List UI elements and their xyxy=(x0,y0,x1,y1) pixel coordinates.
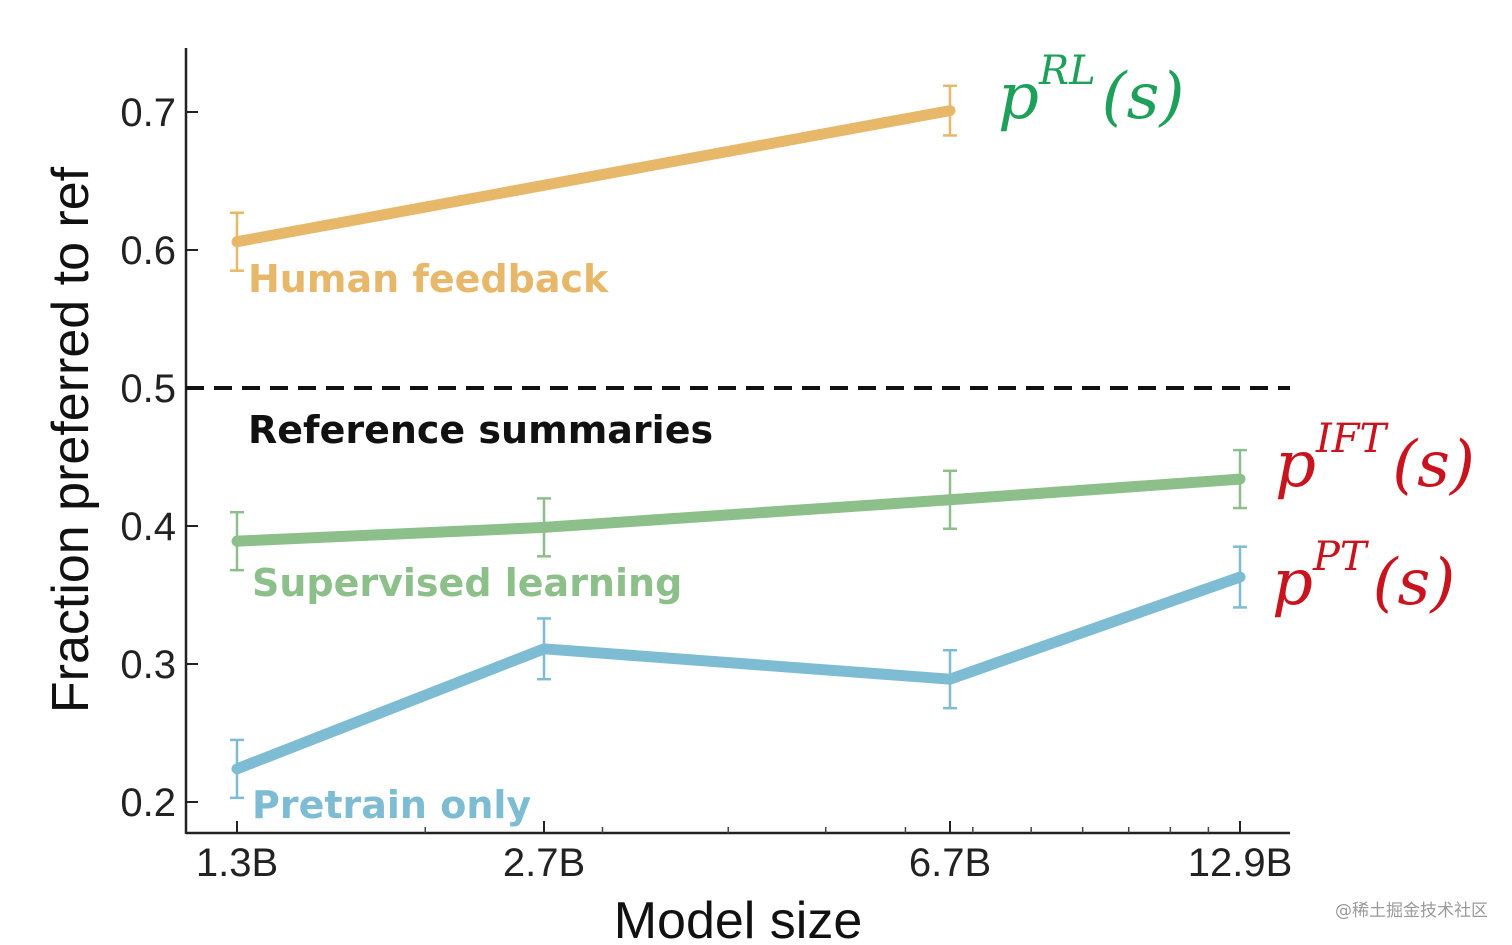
y-tick-label: 0.4 xyxy=(120,505,176,549)
series-line xyxy=(231,473,1246,547)
series-supervised-learning: Supervised learning pIFT(s) xyxy=(230,416,1475,605)
data-point xyxy=(234,765,240,772)
math-annotation: pIFT(s) xyxy=(1275,416,1475,502)
y-tick-label: 0.3 xyxy=(120,643,176,687)
watermark: @稀土掘金技术社区 xyxy=(1335,901,1488,921)
series-group: Human feedback pRL(s) Supervised learning p… xyxy=(230,48,1475,827)
series-line xyxy=(231,105,956,248)
y-tick-label: 0.6 xyxy=(120,229,176,273)
data-point xyxy=(947,676,953,683)
series-label: Pretrain only xyxy=(252,783,531,827)
x-axis-title: Model size xyxy=(614,892,863,945)
y-tick-label: 0.5 xyxy=(120,367,176,411)
math-annotation: pPT(s) xyxy=(1272,534,1455,620)
y-tick-label: 0.7 xyxy=(120,91,176,135)
y-tick-label: 0.2 xyxy=(120,781,176,825)
data-point xyxy=(541,645,547,652)
series-human-feedback: Human feedback pRL(s) xyxy=(230,48,1184,301)
series-pretrain-only: Pretrain only pPT(s) xyxy=(230,534,1455,827)
data-point xyxy=(541,524,547,531)
data-point xyxy=(1237,476,1243,483)
x-ticks: 1.3B 2.7B 6.7B 12.9B xyxy=(196,821,1292,885)
series-line xyxy=(231,571,1246,775)
reference-label: Reference summaries xyxy=(248,408,713,452)
series-label: Supervised learning xyxy=(252,561,682,605)
x-tick-label: 6.7B xyxy=(909,841,991,885)
x-minor-ticks xyxy=(424,827,1210,833)
math-annotation: pRL(s) xyxy=(998,48,1184,134)
axes xyxy=(184,48,1290,835)
x-tick-label: 12.9B xyxy=(1188,841,1293,885)
data-point xyxy=(947,107,953,114)
data-point xyxy=(1237,574,1243,581)
data-point xyxy=(234,238,240,245)
series-label: Human feedback xyxy=(248,257,609,301)
y-axis-title: Fraction preferred to ref xyxy=(42,166,100,713)
x-tick-label: 1.3B xyxy=(196,841,278,885)
data-point xyxy=(947,496,953,503)
data-point xyxy=(234,538,240,545)
y-ticks: 0.2 0.3 0.4 0.5 0.6 0.7 xyxy=(120,91,198,825)
x-tick-label: 2.7B xyxy=(503,841,585,885)
